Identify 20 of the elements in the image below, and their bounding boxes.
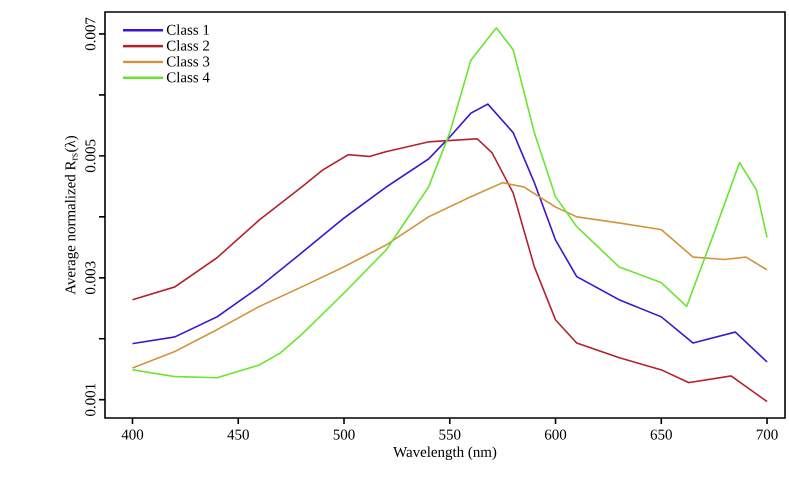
x-tick-label: 650 (650, 430, 672, 440)
y-tick-label: 0.003 (85, 262, 96, 294)
line-series (132, 182, 768, 369)
legend-label: Class 2 (166, 40, 210, 51)
legend-label: Class 3 (166, 56, 210, 67)
line-series (132, 138, 768, 402)
y-tick-label: 0.005 (85, 140, 96, 172)
line-series (132, 103, 768, 363)
x-tick-label: 600 (544, 430, 566, 440)
y-axis-title: Average normalized R$_{rs}$(λ) (64, 136, 78, 295)
legend-label: Class 1 (166, 24, 209, 35)
x-tick-label: 500 (334, 430, 355, 440)
x-axis-title: Wavelength (nm) (393, 446, 496, 460)
x-tick-label: 450 (227, 430, 249, 440)
y-tick-label: 0.007 (85, 18, 96, 50)
x-tick-label: 550 (439, 430, 460, 440)
x-tick-label: 400 (122, 430, 144, 440)
x-tick-label: 700 (756, 430, 778, 440)
legend-label: Class 4 (166, 72, 210, 82)
y-tick-label: 0.001 (85, 384, 96, 416)
